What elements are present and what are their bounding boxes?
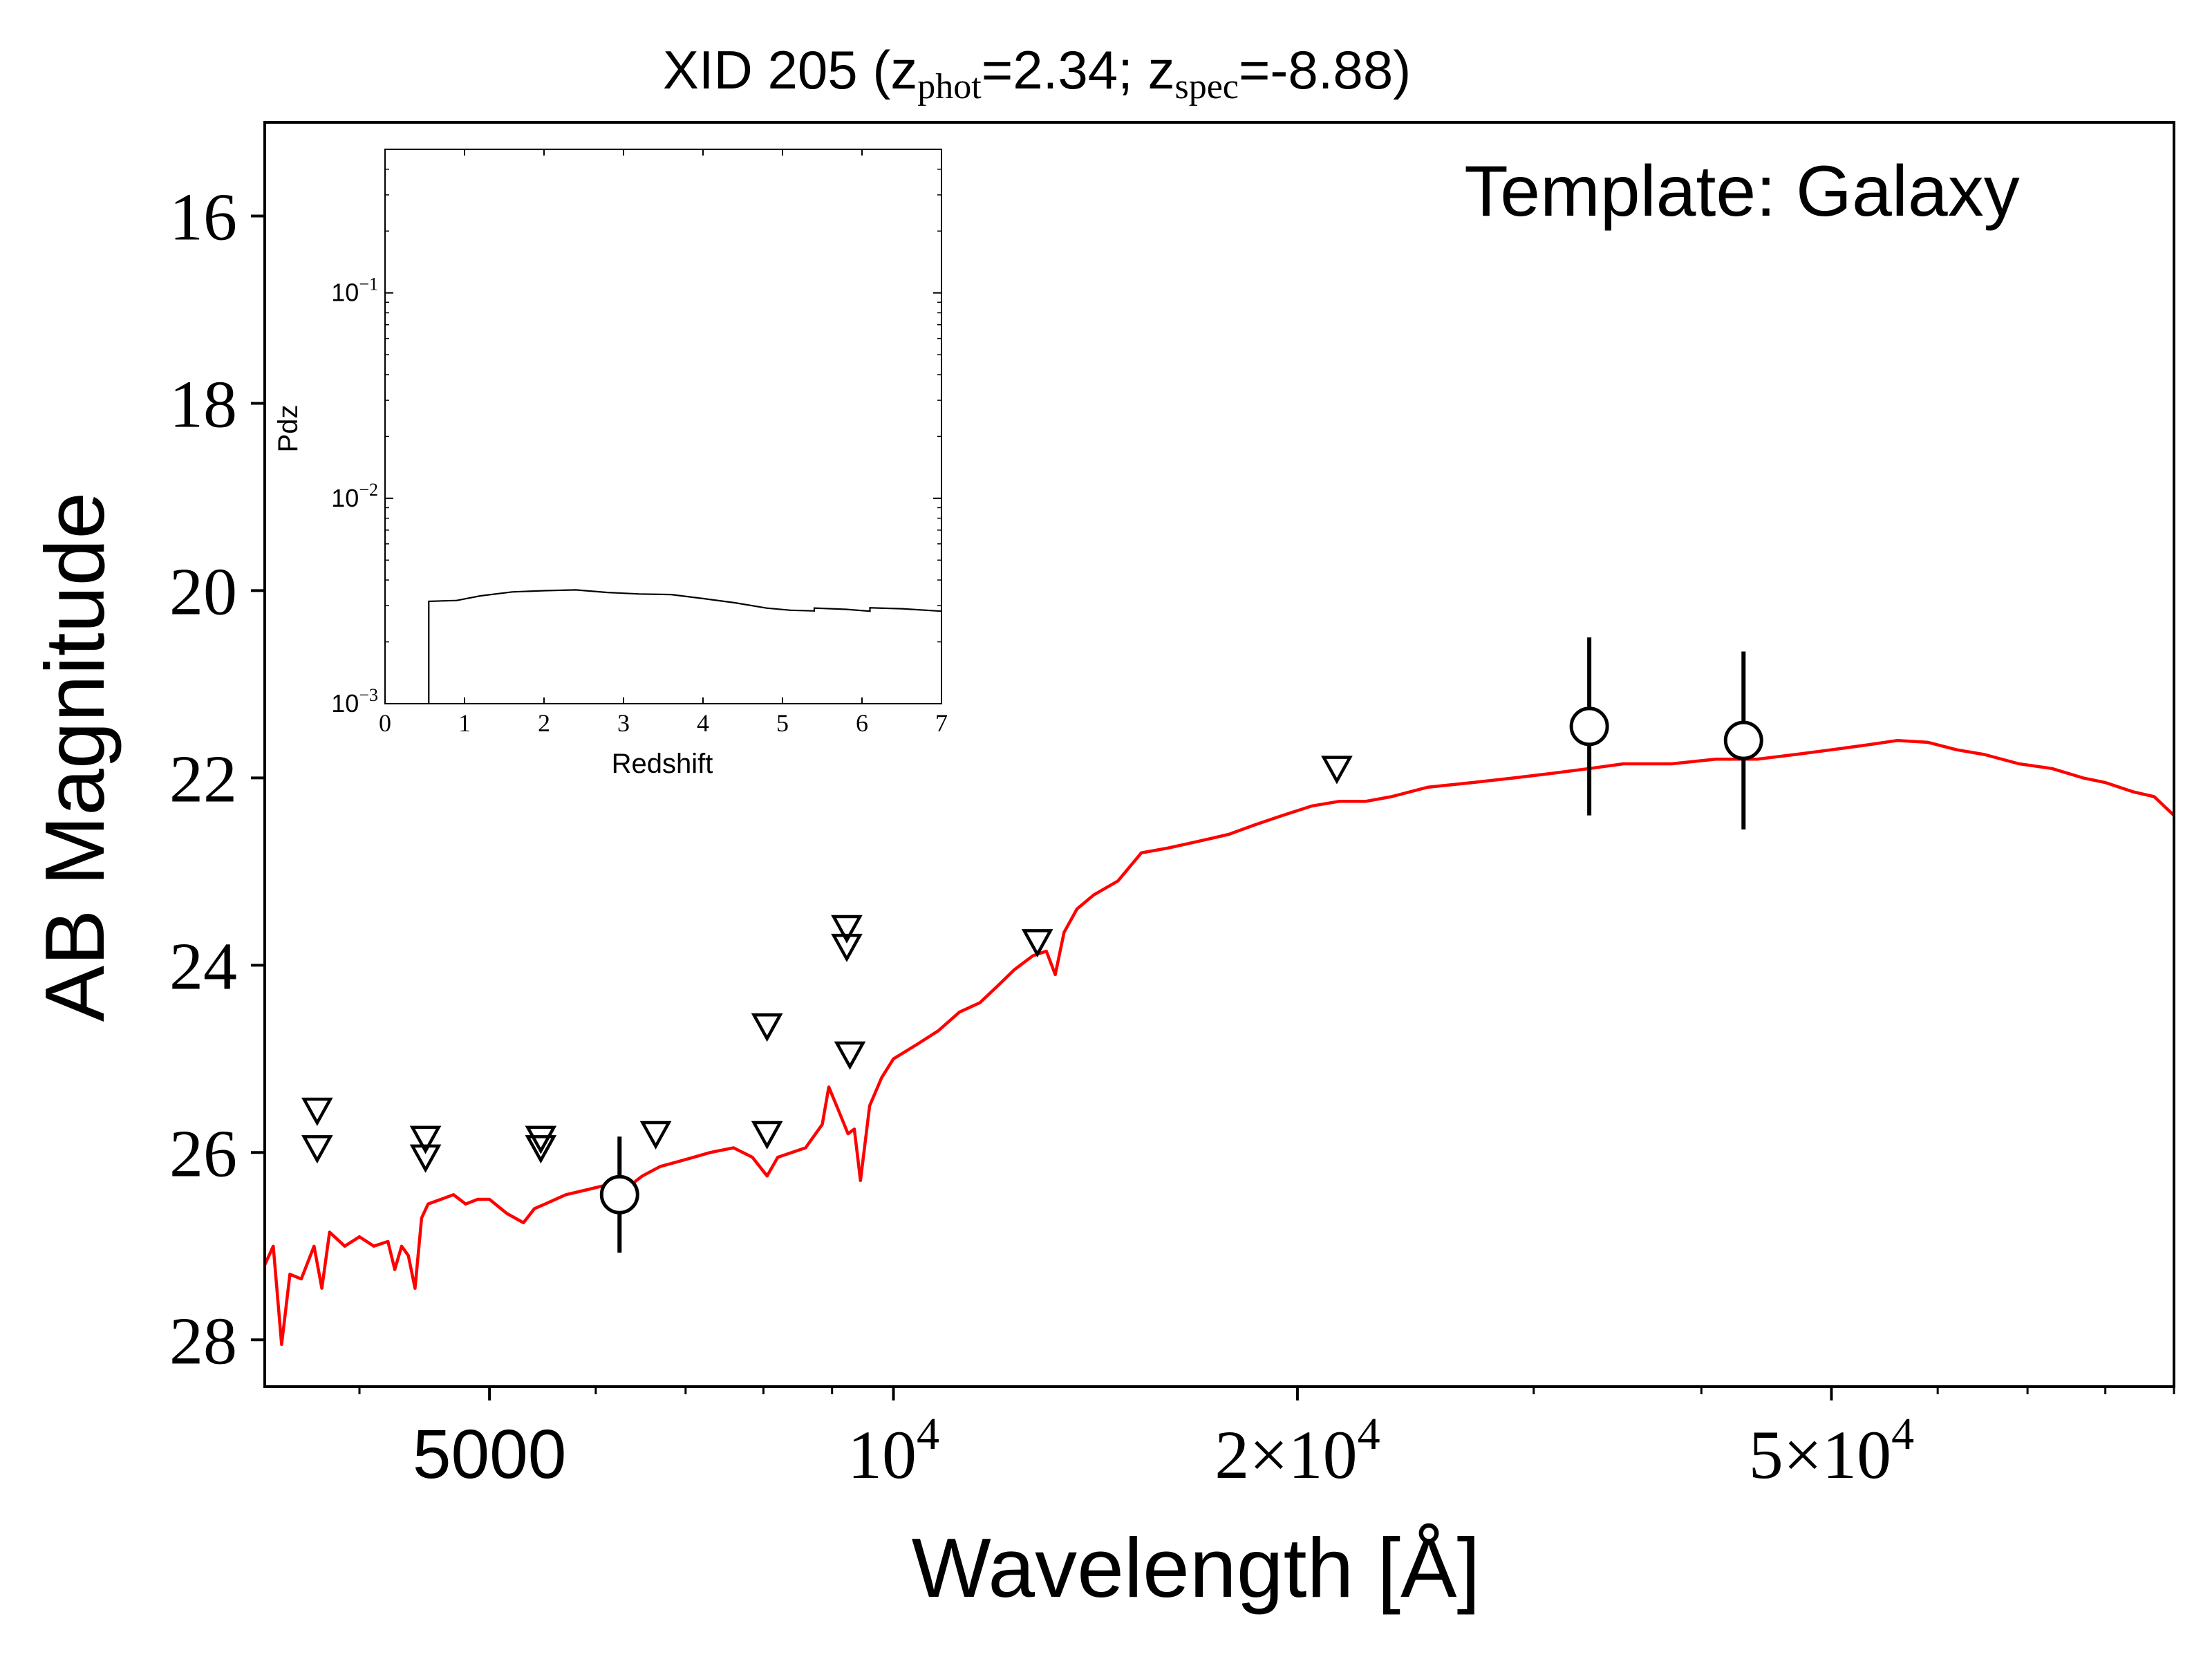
- inset-y-tick-label: 10−3: [331, 685, 378, 718]
- upper-limit-marker: [831, 915, 863, 944]
- inset-x-label: Redshift: [612, 749, 713, 779]
- x-tick-label: 5×104: [1749, 1409, 1914, 1493]
- y-tick-label: 26: [169, 1116, 237, 1191]
- x-tick-label: 5000: [413, 1416, 566, 1493]
- y-tick-label: 28: [169, 1304, 237, 1378]
- upper-limit-marker: [639, 1121, 672, 1150]
- inset-x-tick-label: 0: [379, 709, 391, 737]
- y-tick-label: 24: [169, 929, 237, 1004]
- template-annotation: Template: Galaxy: [1464, 151, 2019, 232]
- title-phot-sub: phot: [917, 67, 982, 106]
- inset-x-tick-label: 2: [538, 709, 550, 737]
- upper-limit-marker: [525, 1135, 557, 1164]
- title-prefix: XID 205 (z: [663, 39, 917, 100]
- upper-limit-marker: [831, 933, 863, 962]
- title-spec-sub: spec: [1174, 67, 1238, 106]
- inset-x-tick-label: 4: [697, 709, 709, 737]
- inset-x-tick-label: 5: [776, 709, 789, 737]
- upper-limit-marker: [751, 1121, 783, 1150]
- inset-y-label: Pdz: [273, 405, 303, 453]
- inset-pdz-plot: 0 1 2 3 4 5 6 7 10−1 10−2 10−3: [331, 149, 948, 737]
- inset-x-tick-label: 1: [458, 709, 471, 737]
- x-tick-label: 2×104: [1215, 1409, 1380, 1493]
- y-axis-label: AB Magnitude: [28, 492, 122, 1022]
- upper-limit-marker: [751, 1013, 783, 1042]
- x-tick-label: 104: [847, 1409, 939, 1493]
- inset-x-tick-label: 6: [856, 709, 868, 737]
- chart-title: XID 205 (zphot=2.34; zspec=-8.88): [663, 39, 1411, 106]
- inset-y-tick-label: 10−1: [331, 274, 378, 307]
- upper-limit-marker: [1321, 756, 1353, 785]
- x-axis-label: Wavelength [Å]: [912, 1521, 1481, 1615]
- detection-marker: [599, 1174, 639, 1215]
- main-plot-frame: [263, 121, 2175, 1388]
- pdz-curve: [428, 589, 942, 704]
- detection-marker: [1723, 720, 1763, 760]
- inset-frame: [384, 149, 942, 704]
- upper-limit-marker: [525, 1125, 557, 1154]
- detection-marker: [1569, 706, 1609, 747]
- y-tick-label: 18: [169, 367, 237, 442]
- upper-limit-marker: [301, 1135, 333, 1164]
- title-mid: =2.34; z: [982, 39, 1175, 100]
- upper-limit-marker: [834, 1041, 866, 1070]
- upper-limit-marker: [301, 1097, 333, 1127]
- y-tick-label: 22: [169, 742, 237, 816]
- upper-limit-marker: [409, 1125, 442, 1154]
- template-spectrum-line: [265, 738, 2174, 1347]
- y-tick-label: 20: [169, 554, 237, 629]
- title-suffix: =-8.88): [1239, 39, 1411, 100]
- upper-limit-marker: [1021, 929, 1053, 958]
- y-tick-label: 16: [169, 180, 237, 254]
- upper-limit-marker: [409, 1144, 442, 1173]
- inset-x-tick-label: 7: [935, 709, 948, 737]
- inset-x-tick-label: 3: [617, 709, 630, 737]
- inset-y-tick-label: 10−2: [331, 480, 378, 512]
